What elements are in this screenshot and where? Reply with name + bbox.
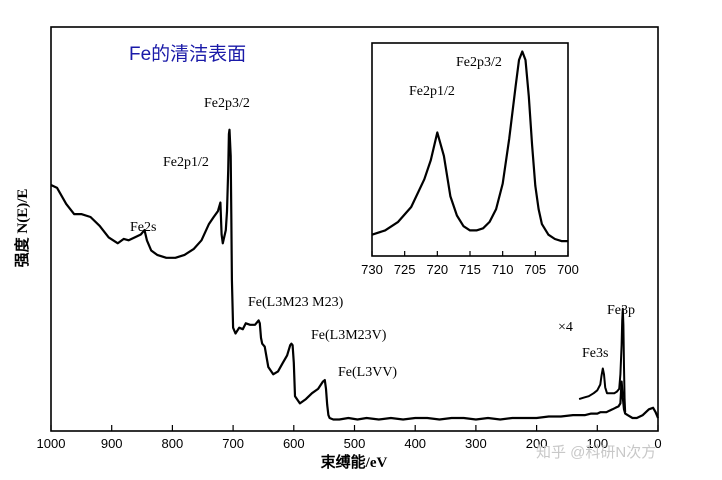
- main-x-axis-ticks: 1000 900 800 700 600 500 400 300 200 100 0: [37, 425, 662, 451]
- main-x-tick-label: 800: [162, 436, 184, 451]
- y-axis-label: 强度 N(E)/E: [13, 189, 31, 268]
- annotation-fe3s: Fe3s: [582, 346, 608, 361]
- main-spectrum-line: [50, 128, 660, 421]
- main-x-tick-label: 600: [283, 436, 305, 451]
- magnified-x4-line: [578, 307, 627, 413]
- main-x-tick-label: 300: [465, 436, 487, 451]
- inset-x-tick-label: 700: [557, 262, 579, 277]
- inset-x-tick-label: 705: [524, 262, 546, 277]
- annotation-fe2p32-inset: Fe2p3/2: [456, 55, 502, 70]
- main-x-tick-label: 900: [101, 436, 123, 451]
- inset-x-axis-ticks: 730 725 720 715 710 705 700: [361, 251, 579, 277]
- inset-plot-frame: [371, 42, 569, 257]
- watermark-text: 知乎 @科研N次方: [536, 444, 656, 461]
- annotation-fe-l3vv: Fe(L3VV): [338, 365, 397, 380]
- main-series-lines: [50, 128, 660, 421]
- main-x-tick-label: 500: [344, 436, 366, 451]
- annotation-magnify-x4: ×4: [558, 320, 573, 335]
- inset-x-tick-label: 715: [459, 262, 481, 277]
- main-x-tick-label: 700: [222, 436, 244, 451]
- inset-x-tick-label: 720: [426, 262, 448, 277]
- inset-series-lines: [371, 50, 568, 243]
- inset-x-tick-label: 710: [492, 262, 514, 277]
- annotation-fe2s: Fe2s: [130, 220, 156, 235]
- main-x-tick-label: 0: [654, 436, 661, 451]
- main-x-tick-label: 200: [526, 436, 548, 451]
- chart-title: Fe的清洁表面: [129, 43, 246, 65]
- annotation-fe2p12-inset: Fe2p1/2: [409, 84, 455, 99]
- x-axis-label: 束缚能/eV: [321, 453, 388, 471]
- annotation-fe-l3m23v: Fe(L3M23V): [311, 328, 387, 343]
- annotation-fe-l3m23m23: Fe(L3M23 M23): [248, 295, 344, 310]
- main-x-tick-label: 100: [586, 436, 608, 451]
- inset-fe2p-line: [371, 50, 568, 243]
- main-x-tick-label: 1000: [37, 436, 66, 451]
- inset-x-tick-label: 725: [394, 262, 416, 277]
- main-x-tick-label: 400: [404, 436, 426, 451]
- inset-x-tick-label: 730: [361, 262, 383, 277]
- annotation-fe2p32-main: Fe2p3/2: [204, 96, 250, 111]
- annotation-fe2p12-main: Fe2p1/2: [163, 155, 209, 170]
- annotation-fe3p: Fe3p: [607, 303, 635, 318]
